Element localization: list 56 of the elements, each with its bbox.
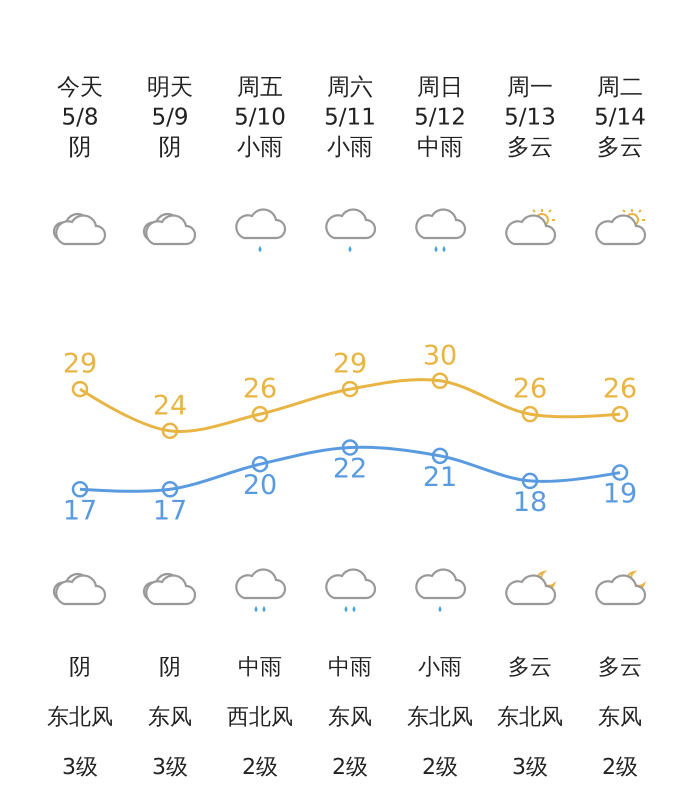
point [612,464,628,481]
data-label: 26 [242,374,278,405]
text: 2级 [332,755,368,780]
x-tick-label: 周五 5/10 小雨 [234,74,286,160]
point [252,456,268,472]
text: 东北风 [47,705,113,730]
text: 中雨 [328,655,372,680]
data-label: 19 [602,478,638,510]
text: 阴 [69,655,91,680]
text: 2级 [422,755,458,780]
x-tick-label: 周二 5/14 多云 [594,74,646,160]
text: 中雨 [238,655,282,680]
data-label: 21 [422,462,458,493]
text: 东北风 [497,705,563,730]
data-label: 22 [332,454,368,485]
text: 3级 [152,755,188,780]
text: 东北风 [407,705,473,730]
text: 3级 [512,755,548,780]
data-label: 29 [62,348,98,380]
point [252,406,268,422]
x-tick-label: 周六 5/11 小雨 [324,74,376,160]
text: 东风 [598,705,642,730]
point [72,380,88,398]
text: 2级 [602,755,638,780]
x-tick-label: 周日 5/12 中雨 [414,74,466,160]
data-label: 30 [422,340,458,372]
text: 东风 [328,705,372,730]
point [342,380,358,398]
point [432,372,448,389]
data-label: 17 [152,495,188,526]
point [162,422,178,440]
text: 西北风 [227,705,293,730]
data-label: 17 [62,495,98,526]
data-label: 26 [602,374,638,405]
text: 多云 [598,655,642,680]
point [432,448,448,464]
data-label: 20 [242,470,278,502]
text: 3级 [62,755,98,780]
text: 小雨 [418,655,462,680]
point [522,406,538,422]
x-tick-label: 明天 5/9 阴 [147,74,193,160]
data-label: 18 [512,486,548,518]
data-label: 24 [152,390,188,422]
x-tick-label: 今天 5/8 阴 [57,74,103,160]
data-label: 26 [512,374,548,405]
data-label: 29 [332,348,368,380]
text: 多云 [508,655,552,680]
point [612,406,628,422]
point [72,481,88,498]
text: 东风 [148,705,192,730]
point [522,472,538,490]
x-tick-label: 周一 5/13 多云 [504,74,556,160]
point [162,481,178,498]
point [342,439,358,456]
text: 2级 [242,755,278,780]
text: 阴 [159,655,181,680]
